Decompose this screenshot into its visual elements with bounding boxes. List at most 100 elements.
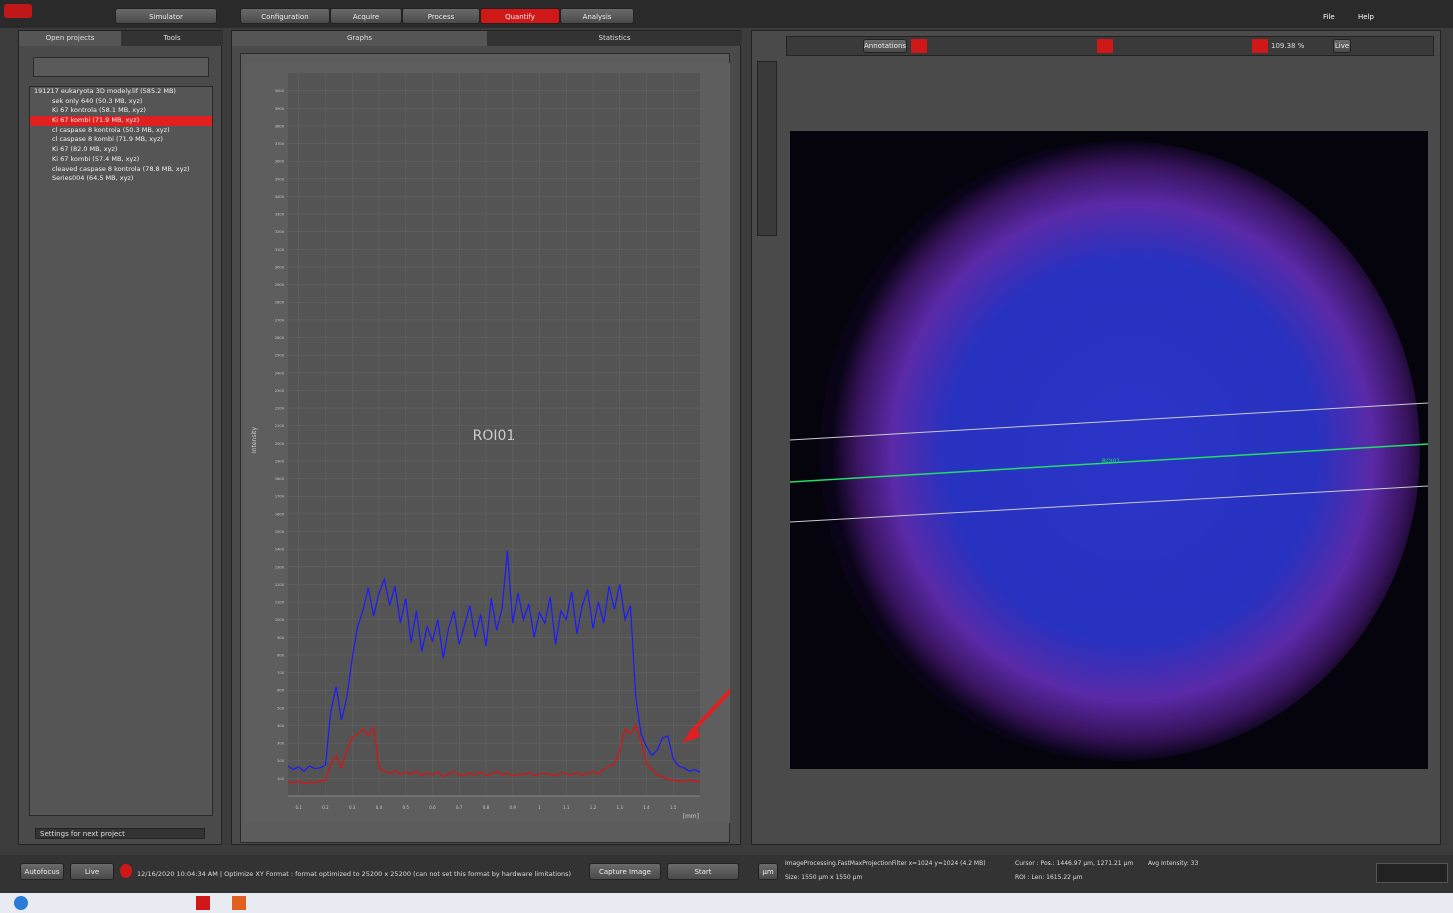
y-tick-label: 700 — [277, 671, 285, 675]
project-item[interactable]: sek only 640 (50.3 MB, xyz) — [52, 96, 143, 105]
y-tick-label: 2500 — [275, 354, 285, 358]
step-tab[interactable]: Acquire — [330, 8, 402, 24]
live-button[interactable]: Live — [1333, 39, 1351, 53]
step-tab-active[interactable]: Quantify — [480, 8, 560, 24]
x-axis-label: [mm] — [683, 813, 699, 820]
annotations-button[interactable]: Annotations — [863, 39, 907, 53]
y-tick-label: 3400 — [275, 195, 285, 199]
y-tick-label: 2800 — [275, 301, 285, 305]
warning-icon — [120, 864, 132, 878]
roi-bound — [790, 402, 1428, 441]
step-tab[interactable]: Process — [402, 8, 480, 24]
project-item[interactable]: Ki 67 (82.0 MB, xyz) — [52, 145, 118, 154]
y-tick-label: 600 — [277, 689, 285, 693]
left-panel: Open projects Tools 191217 eukaryota 3D … — [18, 30, 223, 845]
capture-button[interactable]: Capture Image — [589, 863, 661, 880]
y-tick-label: 500 — [277, 706, 285, 710]
x-tick-label: 1.3 — [617, 805, 624, 810]
roi-info: ROI : Len: 1615.22 µm — [1015, 874, 1083, 881]
y-tick-label: 3900 — [275, 107, 285, 111]
chart-title: ROI01 — [473, 428, 516, 444]
simulator-label: Simulator — [149, 13, 183, 21]
tool-button[interactable] — [1252, 39, 1268, 53]
project-item[interactable]: Series004 (64.5 MB, xyz) — [52, 174, 134, 183]
project-item[interactable]: Ki 67 kombi (57.4 MB, xyz) — [52, 154, 140, 163]
tool-button[interactable] — [1097, 39, 1113, 53]
y-tick-label: 1800 — [275, 477, 285, 481]
settings-dropdown[interactable]: Settings for next project — [35, 828, 205, 839]
project-item-selected[interactable]: Ki 67 kombi (71.9 MB, xyz) — [30, 116, 212, 126]
project-root[interactable]: 191217 eukaryota 3D modely.lif (585.2 MB… — [30, 87, 212, 97]
project-item[interactable]: Ki 67 kontrola (58.1 MB, xyz) — [52, 106, 146, 115]
y-tick-label: 2400 — [275, 371, 285, 375]
taskbar-icon[interactable] — [196, 896, 210, 910]
x-tick-label: 0.7 — [456, 805, 463, 810]
y-tick-label: 800 — [277, 653, 285, 657]
data-line — [287, 550, 701, 773]
roi-label: ROI01 — [1102, 458, 1120, 465]
x-tick-label: 0.1 — [296, 805, 303, 810]
menu-file[interactable]: File — [1323, 13, 1335, 21]
x-tick-label: 0.3 — [349, 805, 356, 810]
tab-statistics[interactable]: Statistics — [487, 31, 742, 46]
top-bar: Simulator Configuration Acquire Process … — [0, 0, 1453, 28]
cursor-info: Cursor : Pos.: 1446.97 µm, 1271.21 µm — [1015, 860, 1134, 867]
autofocus-button[interactable]: Autofocus — [20, 863, 64, 880]
live-button[interactable]: Live — [70, 863, 114, 880]
y-tick-label: 1700 — [275, 495, 285, 499]
y-tick-label: 400 — [277, 724, 285, 728]
project-item[interactable]: cl caspase 8 kontrola (50.3 MB, xyz) — [52, 125, 170, 134]
size-info: Size: 1550 µm x 1550 µm — [785, 874, 863, 881]
simulator-button[interactable]: Simulator — [115, 8, 217, 24]
x-tick-label: 1 — [538, 805, 541, 810]
y-tick-label: 2600 — [275, 336, 285, 340]
start-icon[interactable] — [14, 896, 28, 910]
tab-graphs[interactable]: Graphs — [232, 31, 487, 46]
x-tick-label: 1.2 — [590, 805, 597, 810]
y-tick-label: 2700 — [275, 318, 285, 322]
start-button[interactable]: Start — [667, 863, 739, 880]
x-tick-label: 1.5 — [670, 805, 677, 810]
menu-help[interactable]: Help — [1358, 13, 1374, 21]
y-tick-label: 200 — [277, 759, 285, 763]
project-item[interactable]: cleaved caspase 8 kontrola (78.8 MB, xyz… — [52, 164, 190, 173]
viewer-toolbar: Annotations 109.38 % Live — [786, 36, 1434, 56]
status-message: 12/16/2020 10:04:34 AM | Optimize XY For… — [137, 870, 572, 878]
project-toolbar — [33, 57, 209, 77]
y-tick-label: 3100 — [275, 248, 285, 252]
x-tick-label: 1.1 — [563, 805, 570, 810]
logo — [4, 4, 32, 18]
y-tick-label: 3200 — [275, 230, 285, 234]
tab-open-projects[interactable]: Open projects — [19, 31, 121, 46]
y-tick-label: 2100 — [275, 424, 285, 428]
project-item[interactable]: cl caspase 8 kombi (71.9 MB, xyz) — [52, 135, 163, 144]
y-tick-label: 1000 — [275, 618, 285, 622]
zoom-level: 109.38 % — [1271, 42, 1305, 50]
y-tick-label: 2200 — [275, 407, 285, 411]
x-tick-label: 0.6 — [429, 805, 436, 810]
y-tick-label: 1300 — [275, 565, 285, 569]
x-tick-label: 0.9 — [510, 805, 517, 810]
step-tab[interactable]: Analysis — [560, 8, 634, 24]
tool-button[interactable] — [911, 39, 927, 53]
y-tick-label: 1100 — [275, 601, 285, 605]
project-name: 191217 eukaryota 3D modely.lif — [34, 87, 139, 95]
y-tick-label: 2900 — [275, 283, 285, 287]
unit-button[interactable]: µm — [758, 863, 778, 880]
y-tick-label: 3000 — [275, 265, 285, 269]
step-tab[interactable]: Configuration — [240, 8, 330, 24]
taskbar-icon[interactable] — [232, 896, 246, 910]
y-tick-label: 300 — [277, 742, 285, 746]
y-tick-label: 3700 — [275, 142, 285, 146]
y-tick-label: 2300 — [275, 389, 285, 393]
x-tick-label: 0.8 — [483, 805, 490, 810]
y-tick-label: 4000 — [275, 89, 285, 93]
tab-tools[interactable]: Tools — [121, 31, 223, 46]
y-tick-label: 3600 — [275, 160, 285, 164]
x-tick-label: 1.4 — [643, 805, 650, 810]
taskbar — [0, 893, 1453, 913]
y-axis-label: Intensity — [251, 426, 258, 453]
project-size: (585.2 MB) — [140, 87, 176, 95]
side-toolbar — [757, 61, 777, 236]
